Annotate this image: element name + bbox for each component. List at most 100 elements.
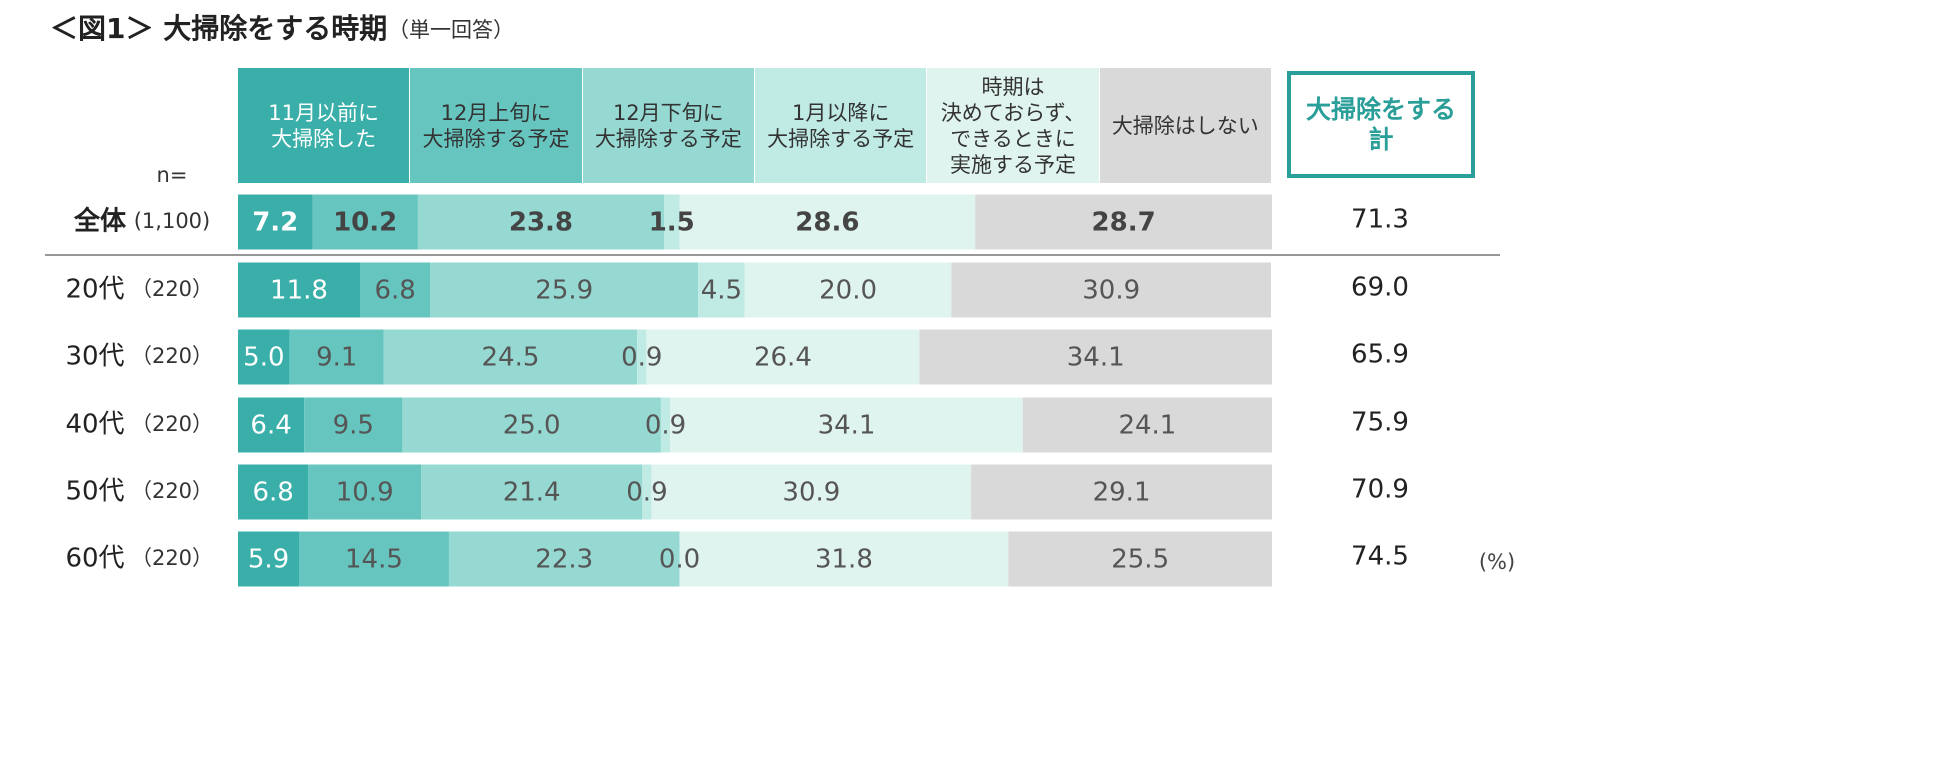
bar-segment [679,194,976,250]
data-label: 1.5 [649,208,695,238]
total-label: 70.9 [1351,475,1409,505]
bar-segment [744,262,952,318]
data-label: 0.9 [626,478,667,508]
data-label: 25.0 [503,411,561,441]
n-label: （220） [131,412,213,436]
total-label: 65.9 [1351,340,1409,370]
bar-segment [646,329,920,385]
data-label: 30.9 [1082,276,1140,306]
n-label: （220） [131,344,213,368]
bar-segment [975,194,1272,250]
n-label: （220） [131,479,213,503]
chart-title: ＜図1＞ 大掃除をする時期 [50,12,387,45]
data-label: 30.9 [782,478,840,508]
data-label: 34.1 [1067,343,1125,373]
data-label: 4.5 [701,276,742,306]
totals-header: 大掃除をする 計 [1287,71,1475,178]
bar-segment [238,397,305,453]
legend-header: 12月上旬に 大掃除する予定 [410,68,582,183]
legend-header: 時期は 決めておらず、 できるときに 実施する予定 [927,68,1099,183]
bar-segment [1022,397,1272,453]
chart-subtitle: （単一回答） [388,18,514,42]
data-label: 28.7 [1092,208,1156,238]
data-label: 25.9 [535,276,593,306]
bar-segment [660,397,671,453]
category-label: 30代 [65,342,124,372]
bar-segment [664,194,680,250]
data-label: 26.4 [754,343,812,373]
bar-segment [637,329,647,385]
bar-segment [448,531,680,587]
legend-header: 12月下旬に 大掃除する予定 [582,68,754,183]
data-label: 31.8 [815,545,873,575]
bar-segment [383,329,638,385]
n-label: （220） [131,277,213,301]
data-label: 23.8 [509,208,573,238]
bar-segment [312,194,418,250]
bar-segment [971,464,1272,520]
data-label: 7.2 [252,208,298,238]
category-label: 50代 [65,477,124,507]
bar-segment [651,464,972,520]
bar-segment [402,397,661,453]
data-label: 0.9 [645,411,686,441]
total-label: 75.9 [1351,408,1409,438]
bar-segment [670,397,1023,453]
bar-segment [360,262,431,318]
data-label: 9.1 [316,343,357,373]
bar-segment [642,464,652,520]
data-label: 22.3 [535,545,593,575]
bar-segment [417,194,665,250]
data-label: 20.0 [819,276,877,306]
bar-segment [289,329,384,385]
data-label: 21.4 [503,478,561,508]
unit-label: (%) [1479,550,1515,574]
bar-segment [238,262,361,318]
data-label: 29.1 [1093,478,1151,508]
bar-segment [238,329,290,385]
total-label: 74.5 [1351,542,1409,572]
bar-segment [299,531,449,587]
data-label: 10.2 [333,208,397,238]
n-label: （220） [131,546,213,570]
bar-segment [308,464,422,520]
category-label: 20代 [65,275,124,305]
data-label: 9.5 [333,411,374,441]
category-label: 60代 [65,544,124,574]
bar-segment [430,262,699,318]
total-label: 69.0 [1351,273,1409,303]
bar-segment [698,262,745,318]
n-label: (1,100) [134,209,211,233]
bar-segment [919,329,1272,385]
bar-segment [951,262,1271,318]
data-label: 0.9 [621,343,662,373]
legend-header: 1月以降に 大掃除する予定 [755,68,927,183]
data-label: 34.1 [818,411,876,441]
data-label: 14.5 [345,545,403,575]
data-label: 28.6 [795,208,859,238]
data-label: 10.9 [336,478,394,508]
total-label: 71.3 [1351,205,1409,235]
bar-segment [421,464,643,520]
bar-segment [238,464,309,520]
n-header: n= [157,163,188,187]
data-label: 6.8 [374,276,415,306]
data-label: 24.1 [1118,411,1176,441]
bar-segment [238,531,300,587]
data-label: 6.8 [252,478,293,508]
bar-segment [1008,531,1272,587]
data-label: 5.0 [243,343,284,373]
data-label: 25.5 [1111,545,1169,575]
data-label: 0.0 [659,545,700,575]
bar-segment [304,397,403,453]
data-label: 24.5 [482,343,540,373]
data-label: 6.4 [250,411,291,441]
data-label: 11.8 [270,276,328,306]
category-label: 40代 [65,410,124,440]
data-label: 5.9 [248,545,289,575]
bar-segment [679,531,1009,587]
bar-segment [238,194,313,250]
category-label: 全体 [73,206,127,237]
